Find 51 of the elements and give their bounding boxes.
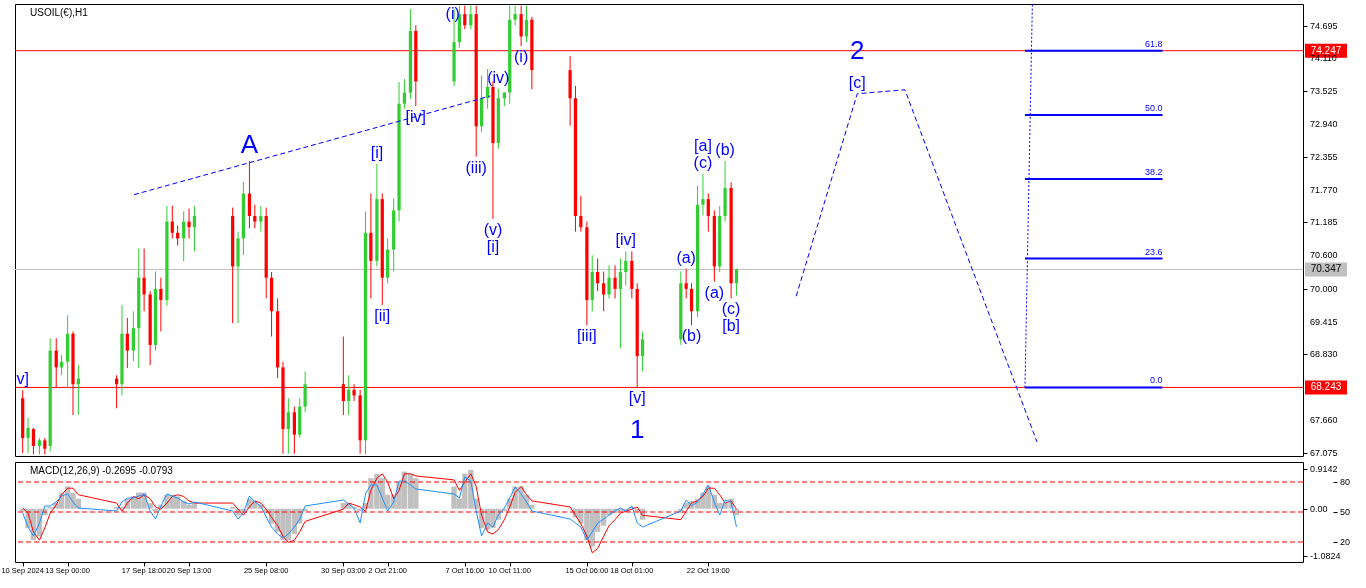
annotation: [ii] [374, 307, 391, 325]
y-tick-label: 67.660 [1310, 415, 1338, 426]
annotation: [a] [694, 136, 712, 154]
annotation: [iii] [577, 327, 597, 345]
y-tick-label: 70.000 [1310, 283, 1338, 294]
annotation: 38.2 [1144, 166, 1163, 177]
y-tick-label: 72.355 [1310, 151, 1338, 162]
y2-tick-label: 50 [1340, 507, 1351, 517]
annotation: [iv] [615, 231, 637, 249]
annotation: 50.0 [1144, 103, 1163, 114]
y2-tick-label: 20 [1340, 537, 1351, 547]
y-tick-label: 67.075 [1310, 447, 1338, 458]
annotation: (b) [715, 141, 735, 159]
annotation: (a) [676, 248, 696, 266]
chart-title: USOIL(€),H1 [30, 7, 89, 18]
y-tick-label: 71.185 [1310, 217, 1338, 228]
y-tick-label: 73.525 [1310, 86, 1338, 97]
ref-line-label: 70.347 [1310, 263, 1342, 275]
y-tick-label: 70.600 [1310, 250, 1338, 261]
annotation: 0.0 [1149, 375, 1163, 386]
y-tick-label: 72.940 [1310, 119, 1338, 130]
annotation: A [240, 129, 259, 160]
annotation: (i) [514, 48, 529, 66]
y-tick-label: 69.415 [1310, 316, 1338, 327]
annotation: [v] [628, 389, 646, 407]
ref-line-label: 68.243 [1310, 381, 1342, 393]
annotation: (c) [721, 300, 741, 318]
annotation: (a) [704, 283, 725, 301]
annotation: [iv] [405, 108, 427, 126]
y-tick-label: 0.9142 [1310, 463, 1338, 474]
annotation: (v) [483, 220, 503, 238]
annotation: (b) [681, 327, 702, 345]
annotation: [i] [370, 143, 384, 161]
ref-line-label: 74.247 [1310, 44, 1342, 56]
annotation: 61.8 [1144, 38, 1163, 49]
y-tick-label: 74.695 [1310, 20, 1338, 31]
y2-tick-label: 80 [1340, 477, 1351, 487]
chart-title: MACD(12,26,9) -0.2695 -0.0793 [30, 465, 174, 476]
y-tick-label: 71.770 [1310, 184, 1338, 195]
annotation: 23.6 [1144, 246, 1163, 257]
annotation: (i) [445, 4, 460, 22]
y-tick-label: 68.830 [1310, 349, 1338, 360]
annotation: [c] [848, 73, 866, 91]
annotation: v] [16, 370, 29, 388]
annotation: (iii) [465, 158, 487, 176]
y-tick-label: -1.0824 [1310, 550, 1341, 561]
annotation: (c) [693, 153, 713, 171]
annotation: 1 [629, 414, 645, 445]
annotation: [i] [486, 237, 500, 255]
y-tick-label: 0.00 [1310, 503, 1328, 514]
annotation: [b] [722, 317, 741, 335]
